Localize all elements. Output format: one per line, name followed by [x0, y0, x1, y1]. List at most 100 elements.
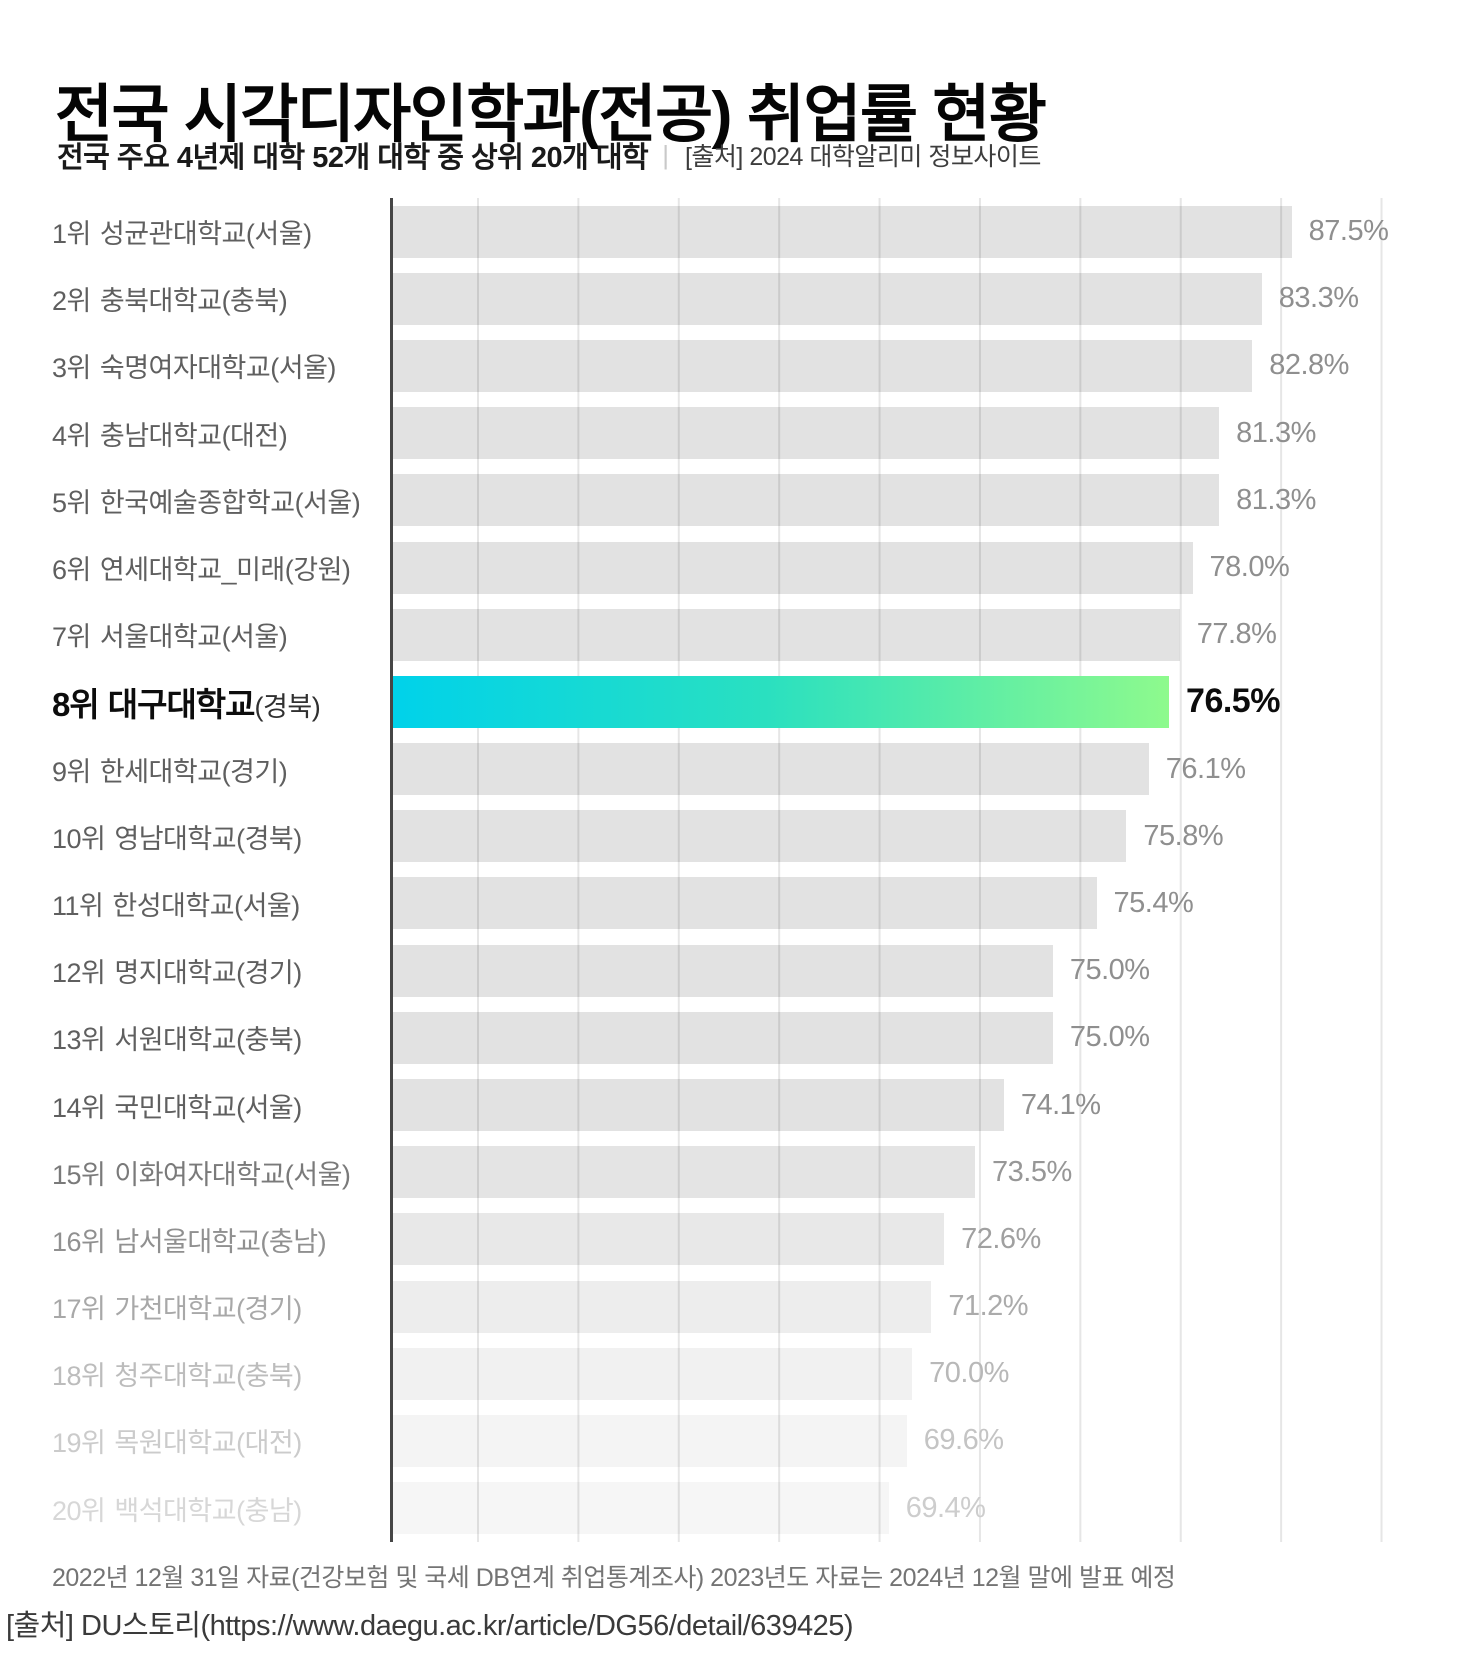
university-name: 이화여자대학교 [114, 1159, 285, 1190]
university-name: 성균관대학교 [99, 219, 247, 250]
value-label: 69.4% [905, 1491, 986, 1524]
chart-row: 8위 대구대학교(경북) 76.5% [0, 668, 1459, 735]
value-label: 75.0% [1069, 1021, 1150, 1054]
bar-track: 73.5% [393, 1139, 1459, 1206]
value-bar [393, 474, 1220, 527]
value-label: 75.4% [1113, 886, 1194, 919]
value-label: 87.5% [1308, 215, 1389, 248]
university-name: 백석대학교 [114, 1495, 237, 1526]
rank-label: 4위 [52, 420, 91, 451]
chart-row: 7위 서울대학교(서울) 77.8% [0, 601, 1459, 668]
value-bar [393, 541, 1193, 594]
subtitle-scope: 전국 주요 4년제 대학 52개 대학 중 상위 20개 대학 [57, 142, 649, 174]
value-bar [393, 1280, 932, 1333]
value-bar [393, 944, 1053, 997]
rank-label: 14위 [52, 1092, 106, 1123]
value-label: 71.2% [948, 1290, 1029, 1323]
chart-row: 10위 영남대학교(경북) 75.8% [0, 803, 1459, 870]
bar-track: 77.8% [393, 601, 1459, 668]
region-label: (경기) [221, 756, 288, 787]
subtitle-divider: | [662, 139, 669, 170]
value-label: 76.5% [1186, 682, 1280, 721]
bar-track: 70.0% [393, 1340, 1459, 1407]
rank-label: 5위 [52, 487, 91, 518]
page-title: 전국 시각디자인학과(전공) 취업률 현황 [55, 80, 1047, 151]
bar-track: 81.3% [393, 467, 1459, 534]
region-label: (충남) [236, 1495, 302, 1526]
value-bar [393, 1011, 1053, 1064]
university-name: 청주대학교 [114, 1361, 237, 1392]
region-label: (서울) [284, 1159, 351, 1190]
chart-row: 11위 한성대학교(서울) 75.4% [0, 870, 1459, 937]
row-label: 18위 청주대학교(충북) [0, 1354, 393, 1393]
rank-label: 15위 [52, 1159, 106, 1190]
row-label: 16위 남서울대학교(충남) [0, 1220, 393, 1259]
bar-track: 69.6% [393, 1407, 1459, 1474]
chart-row: 18위 청주대학교(충북) 70.0% [0, 1340, 1459, 1407]
university-name: 충북대학교 [99, 286, 222, 317]
value-bar [393, 743, 1149, 796]
row-label: 4위 충남대학교(대전) [0, 414, 393, 453]
region-label: (대전) [221, 420, 288, 451]
bar-track: 75.0% [393, 937, 1459, 1004]
region-label: (경기) [236, 958, 302, 989]
rank-label: 12위 [52, 958, 106, 989]
value-label: 77.8% [1196, 618, 1277, 651]
bar-track: 82.8% [393, 332, 1459, 399]
university-name: 가천대학교 [114, 1294, 237, 1325]
rank-label: 11위 [52, 890, 104, 921]
row-label: 8위 대구대학교(경북) [0, 678, 393, 726]
region-label: (경북) [236, 823, 302, 854]
value-label: 78.0% [1209, 551, 1290, 584]
university-name: 국민대학교 [114, 1092, 237, 1123]
region-label: (대전) [236, 1428, 302, 1459]
row-label: 9위 한세대학교(경기) [0, 750, 393, 789]
value-bar [393, 1347, 913, 1400]
value-label: 75.0% [1069, 954, 1150, 987]
region-label: (강원) [284, 555, 351, 586]
rank-label: 6위 [52, 555, 91, 586]
region-label: (경북) [254, 691, 321, 722]
chart-row: 19위 목원대학교(대전) 69.6% [0, 1407, 1459, 1474]
university-name: 서원대학교 [114, 1025, 237, 1056]
subtitle-data-source: [출처] 2024 대학알리미 정보사이트 [684, 143, 1041, 171]
value-bar [393, 272, 1262, 325]
value-bar [393, 608, 1180, 661]
region-label: (충북) [236, 1361, 302, 1392]
chart-row: 16위 남서울대학교(충남) 72.6% [0, 1206, 1459, 1273]
row-label: 19위 목원대학교(대전) [0, 1421, 393, 1460]
chart-row: 9위 한세대학교(경기) 76.1% [0, 736, 1459, 803]
rank-label: 20위 [52, 1495, 106, 1526]
region-label: (서울) [245, 219, 312, 250]
value-label: 75.8% [1143, 819, 1224, 852]
region-label: (충북) [236, 1025, 302, 1056]
chart-row: 15위 이화여자대학교(서울) 73.5% [0, 1139, 1459, 1206]
university-name: 충남대학교 [99, 420, 222, 451]
row-label: 17위 가천대학교(경기) [0, 1287, 393, 1326]
bar-rows-container: 1위 성균관대학교(서울) 87.5% 2위 충북대학교(충북) 83.3% 3위 숙… [0, 198, 1459, 1542]
university-name: 연세대학교_미래 [99, 555, 285, 586]
chart-row: 3위 숙명여자대학교(서울) 82.8% [0, 332, 1459, 399]
chart-row: 4위 충남대학교(대전) 81.3% [0, 400, 1459, 467]
bar-track: 76.5% [393, 668, 1459, 735]
row-label: 13위 서원대학교(충북) [0, 1018, 393, 1057]
value-bar [393, 407, 1220, 460]
region-label: (충남) [260, 1226, 327, 1257]
row-label: 5위 한국예술종합학교(서울) [0, 481, 393, 520]
region-label: (서울) [236, 1092, 302, 1123]
chart-row: 12위 명지대학교(경기) 75.0% [0, 937, 1459, 1004]
value-bar [393, 810, 1127, 863]
rank-label: 7위 [52, 622, 91, 653]
rank-label: 13위 [52, 1025, 106, 1056]
chart-row: 20위 백석대학교(충남) 69.4% [0, 1475, 1459, 1542]
value-bar [393, 1146, 976, 1199]
chart-subtitle: 전국 주요 4년제 대학 52개 대학 중 상위 20개 대학 | [출처] 2… [57, 134, 1041, 176]
university-name: 숙명여자대학교 [99, 353, 271, 384]
bar-track: 78.0% [393, 534, 1459, 601]
region-label: (경기) [236, 1294, 302, 1325]
value-label: 69.6% [923, 1424, 1004, 1457]
value-bar [393, 1414, 907, 1467]
rank-label: 19위 [52, 1428, 106, 1459]
chart-row: 2위 충북대학교(충북) 83.3% [0, 265, 1459, 332]
